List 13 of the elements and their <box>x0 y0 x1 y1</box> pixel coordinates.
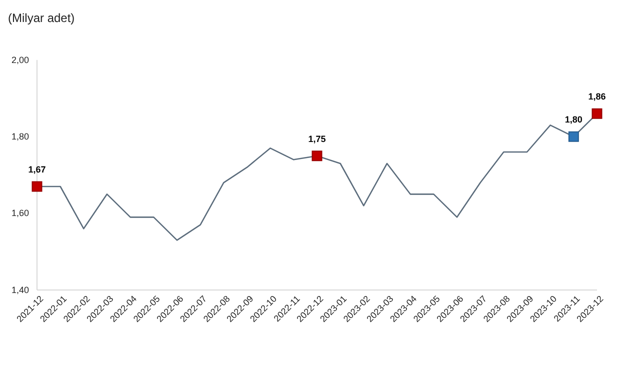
data-label: 1,75 <box>308 134 326 144</box>
data-label: 1,86 <box>588 92 606 102</box>
point <box>568 131 579 142</box>
point <box>592 108 602 119</box>
data-label: 1,80 <box>564 114 582 125</box>
y-tick-label: 1,40 <box>11 284 29 295</box>
data-label: 1,67 <box>28 164 46 174</box>
y-tick-label: 1,60 <box>11 208 29 218</box>
y-tick-label: 1,80 <box>11 132 29 142</box>
point <box>312 150 322 162</box>
y-axis-title: (Milyar adet) <box>8 11 75 25</box>
y-tick-label: 2,00 <box>11 54 29 65</box>
point <box>32 181 42 192</box>
